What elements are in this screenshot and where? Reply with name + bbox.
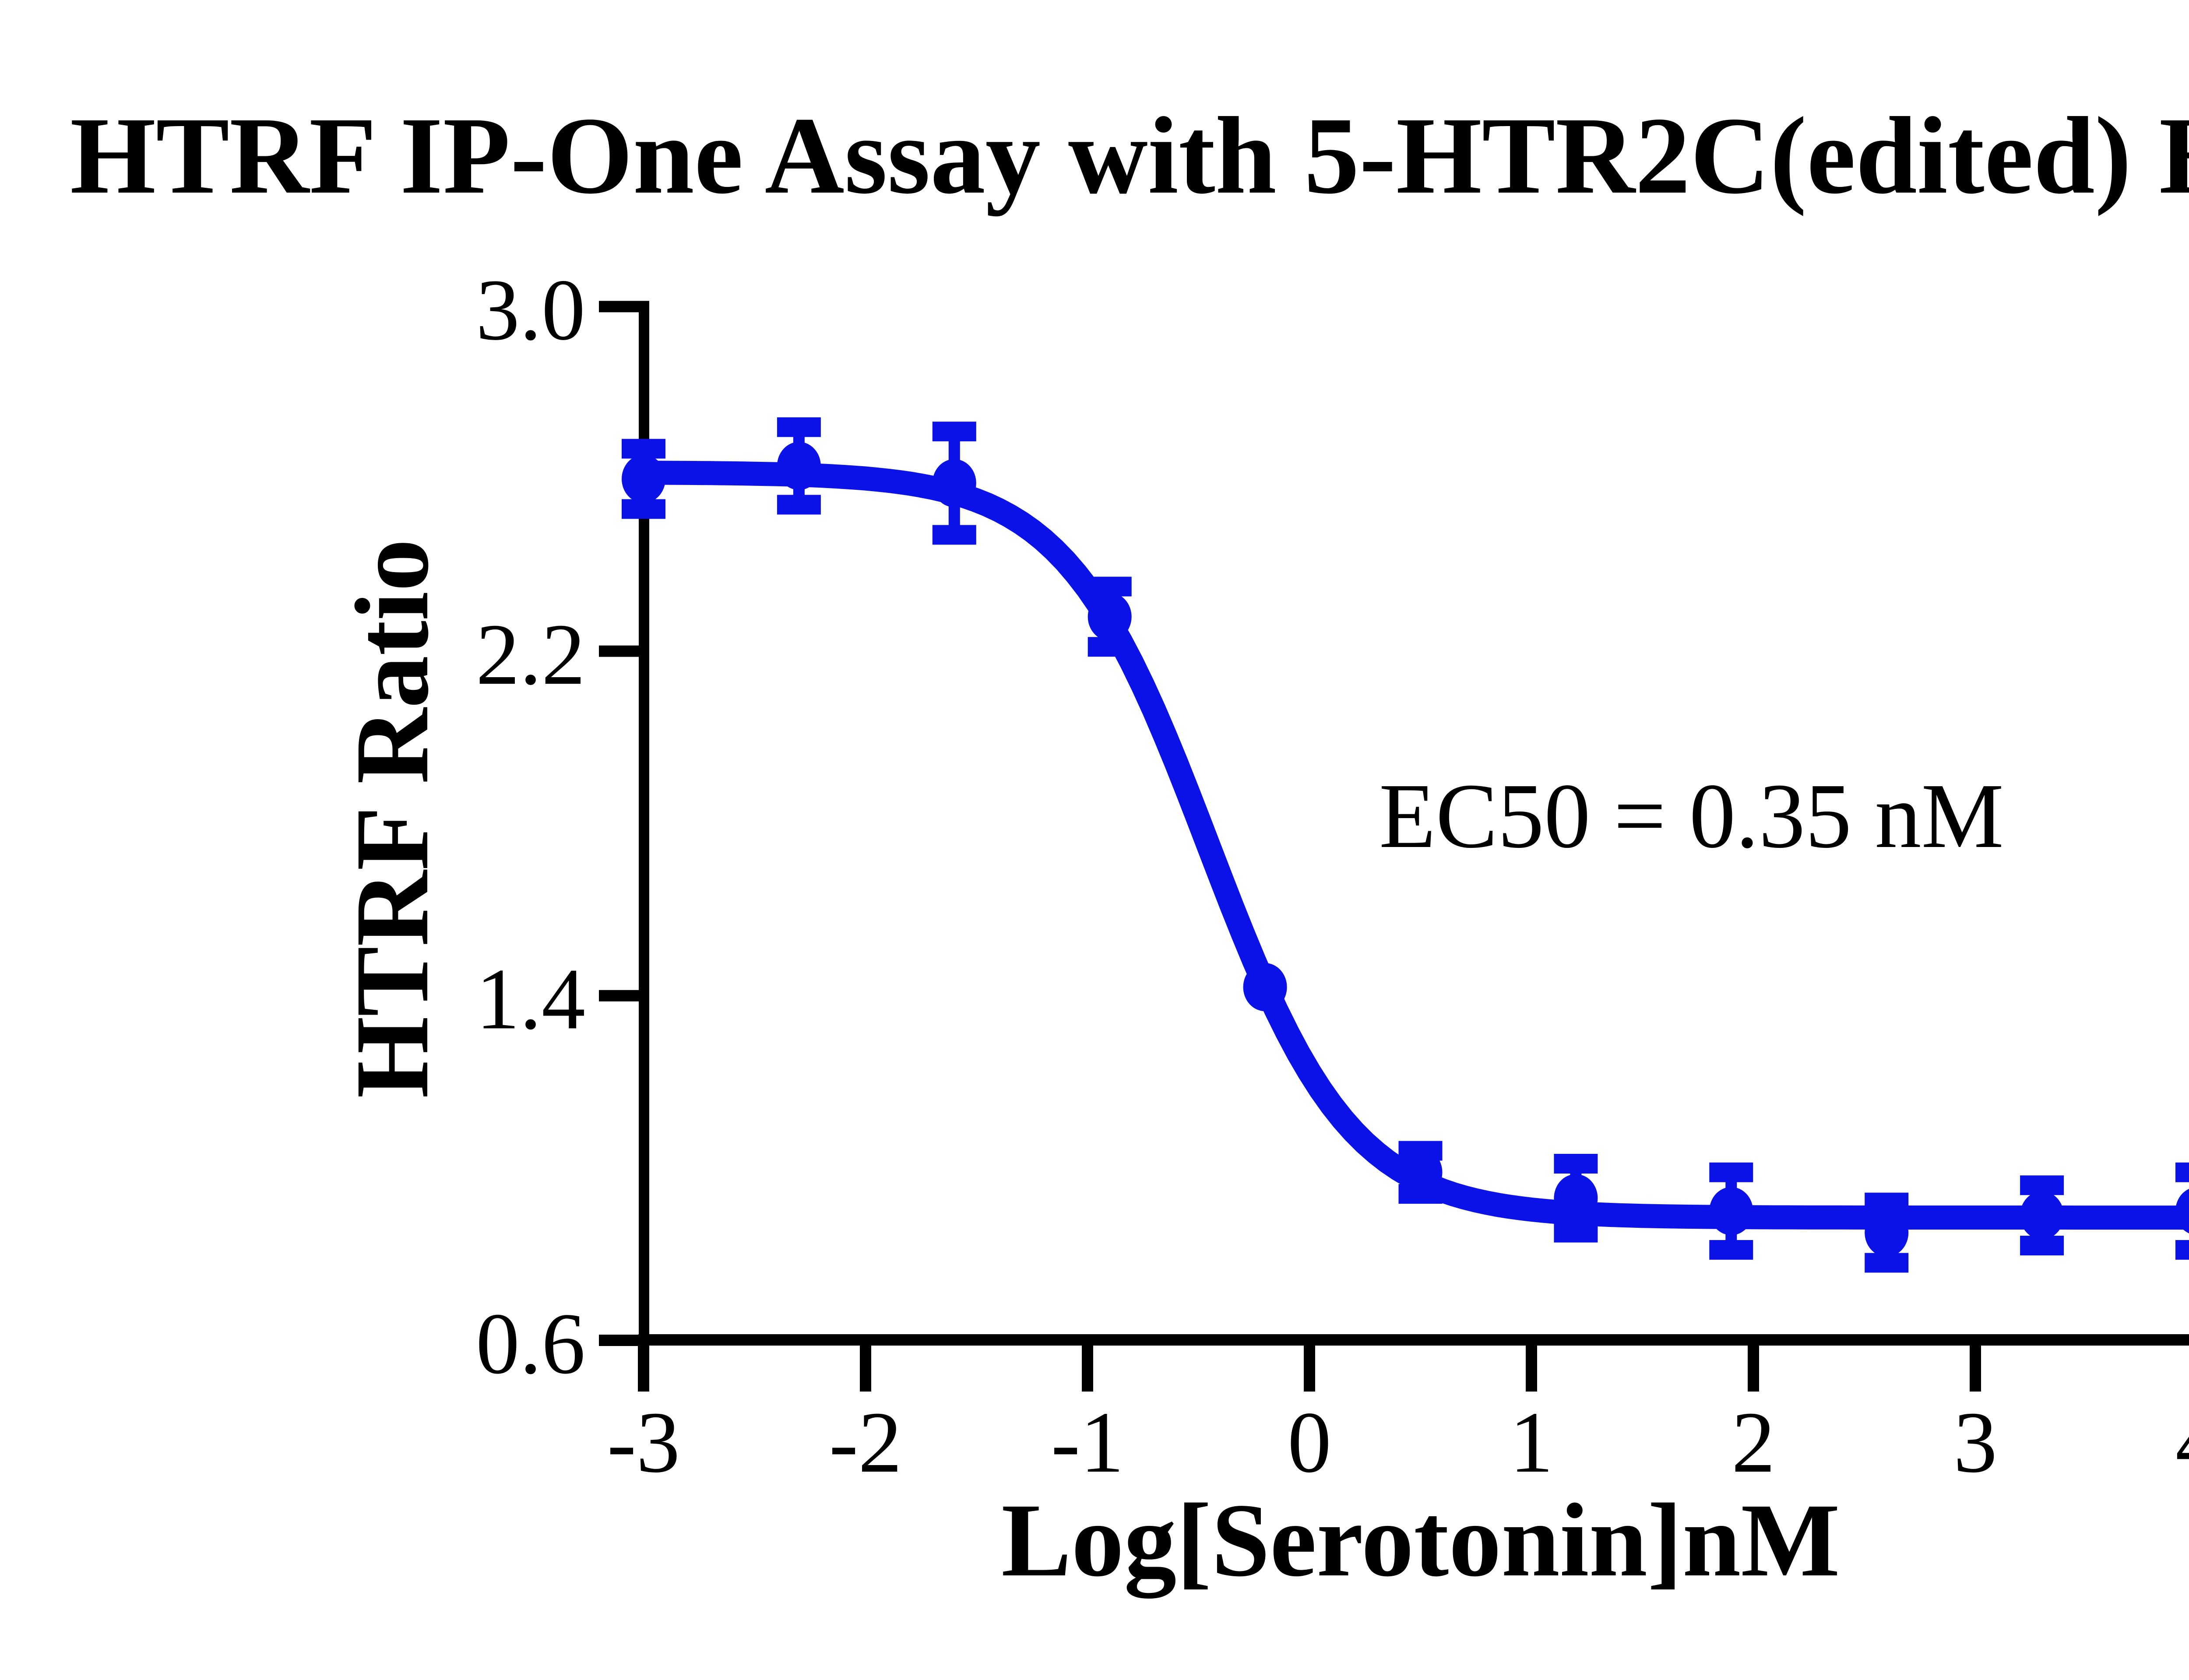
x-tick-label: -2	[829, 1394, 902, 1491]
data-point-marker	[1865, 1209, 1909, 1257]
data-point-marker	[2020, 1191, 2064, 1240]
x-tick-label: -1	[1051, 1394, 1124, 1491]
y-tick-label: 3.0	[476, 262, 585, 358]
x-tick-label: 2	[1731, 1394, 1775, 1491]
data-point-marker	[1709, 1187, 1753, 1235]
data-point-marker	[1087, 592, 1132, 641]
y-tick-label: 1.4	[476, 951, 585, 1047]
x-tick-label: 1	[1510, 1394, 1553, 1491]
data-point-marker	[622, 455, 665, 503]
data-point-marker	[2175, 1188, 2189, 1234]
y-tick-label: 0.6	[476, 1296, 585, 1392]
x-axis-title: Log[Serotonin]nM	[1001, 1482, 1840, 1598]
data-point-marker	[1243, 963, 1287, 1012]
x-tick-label: 0	[1288, 1394, 1331, 1491]
data-point-marker	[777, 442, 821, 490]
data-point-marker	[1554, 1174, 1598, 1223]
data-point-marker	[1398, 1148, 1443, 1197]
x-tick-label: -3	[607, 1394, 680, 1491]
x-tick-label: 3	[1953, 1394, 1997, 1491]
y-tick-label: 2.2	[476, 606, 585, 703]
data-point-marker	[932, 459, 976, 507]
x-tick-label: 4	[2175, 1394, 2189, 1491]
chart-title: HTRF IP-One Assay with 5-HTR2C(edited) H…	[70, 94, 2189, 217]
fit-curve	[631, 460, 2189, 1230]
ec50-annotation: EC50 = 0.35 nM	[1379, 764, 2004, 867]
